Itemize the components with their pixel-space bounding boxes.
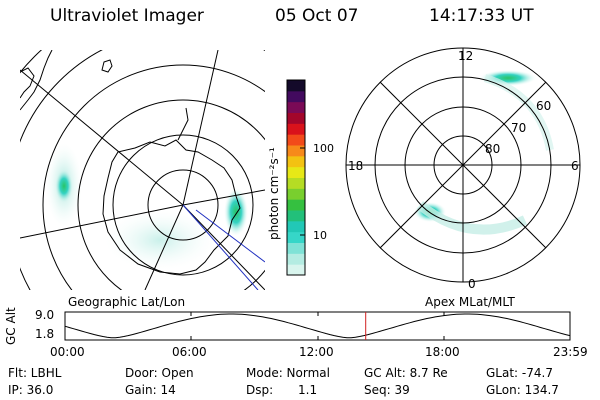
mlt-label-0: 0: [468, 277, 476, 291]
orbit-track-line: [182, 204, 259, 290]
time-tick-label: 00:00: [50, 345, 85, 359]
magnetic-map-label: Apex MLat/MLT: [425, 295, 515, 309]
tierra-del-fuego-coastline: [20, 67, 35, 99]
color-bar-swatch: [287, 188, 305, 200]
color-bar-swatch: [287, 166, 305, 178]
mlat-label-80: 80: [485, 142, 500, 156]
filter-readout: Flt: LBHL: [8, 366, 62, 380]
aurora-spot-west: [55, 169, 73, 203]
color-bar-swatch: [287, 231, 305, 243]
dsp-readout-label: Dsp:: [246, 383, 274, 397]
color-bar-swatch: [287, 101, 305, 113]
mlt-label-6: 6: [571, 159, 579, 173]
color-bar-swatch: [287, 210, 305, 222]
mlt-label-18: 18: [348, 159, 363, 173]
altitude-tick-label-min: 1.8: [35, 327, 55, 341]
color-bar-frame: [286, 79, 306, 276]
geographic-map-label: Geographic Lat/Lon: [68, 295, 186, 309]
glon-readout: GLon: 134.7: [486, 383, 559, 397]
altitude-axis-label: GC Alt: [4, 307, 18, 345]
color-bar-swatch: [287, 90, 305, 103]
time-tick-label: 12:00: [299, 345, 334, 359]
color-bar-swatch: [287, 242, 305, 254]
altitude-x-ticks: [190, 312, 445, 340]
color-bar-swatch: [287, 264, 305, 276]
gc-alt-readout: GC Alt: 8.7 Re: [364, 366, 448, 380]
auroral-oval-arc: [483, 74, 554, 151]
color-bar-swatch: [287, 199, 305, 211]
magnetic-polar-map: 12 18 6 0 60 70 80: [345, 47, 581, 291]
mlat-label-60: 60: [536, 99, 551, 113]
south-america-coastline: [20, 50, 53, 111]
glat-readout: GLat: -74.7: [486, 366, 553, 380]
altitude-plot: [64, 311, 571, 341]
aurora-spot-east: [224, 188, 248, 236]
time-tick-label: 23:59: [553, 345, 588, 359]
color-bar-swatch: [287, 134, 305, 146]
mlt-lines: [346, 48, 580, 282]
time-tick-label: 18:00: [425, 345, 460, 359]
dsp-readout-value: 1.1: [298, 383, 318, 397]
color-bar-unit-label: photon cm⁻²s⁻¹: [267, 147, 281, 240]
color-bar-swatch: [287, 220, 305, 233]
orbit-track-line: [195, 209, 265, 263]
mlt-label-12: 12: [458, 49, 473, 63]
peninsula-coastline: [177, 107, 189, 141]
island-outline: [101, 59, 113, 73]
color-bar-swatch: [287, 177, 305, 189]
meridian-lines: [20, 50, 265, 290]
time-label: 14:17:33 UT: [429, 6, 534, 26]
color-bar-swatch: [287, 253, 305, 265]
antarctica-coastline: [102, 139, 241, 275]
ip-readout: IP: 36.0: [8, 383, 54, 397]
color-bar-swatch: [287, 155, 305, 168]
door-readout: Door: Open: [125, 366, 194, 380]
gain-readout: Gain: 14: [125, 383, 176, 397]
altitude-curve: [64, 313, 571, 339]
color-bar-swatch: [287, 123, 305, 135]
color-bar: [287, 80, 305, 276]
date-label: 05 Oct 07: [275, 6, 359, 26]
seq-readout: Seq: 39: [364, 383, 410, 397]
time-tick-label: 06:00: [172, 345, 207, 359]
aurora-haze-south: [105, 210, 215, 270]
instrument-title: Ultraviolet Imager: [50, 6, 204, 26]
mode-readout: Mode: Normal: [246, 366, 330, 380]
altitude-tick-label-max: 9.0: [35, 308, 55, 322]
color-bar-tick-label-100: 100: [313, 142, 334, 155]
color-bar-swatch: [287, 112, 305, 124]
mlat-label-70: 70: [511, 121, 526, 135]
color-bar-swatch: [287, 145, 305, 157]
latitude-circles: [20, 50, 265, 290]
geographic-map: [20, 50, 265, 290]
color-bar-swatch: [287, 80, 305, 92]
color-bar-tick-label-10: 10: [313, 229, 327, 242]
